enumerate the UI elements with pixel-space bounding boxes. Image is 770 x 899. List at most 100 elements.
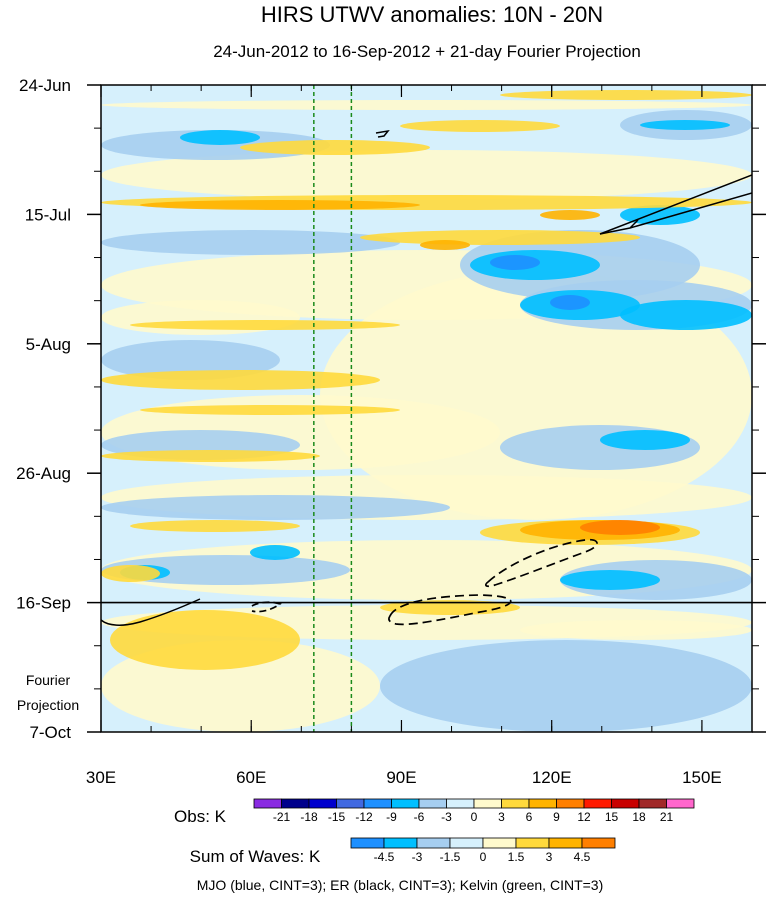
anomaly-patch	[101, 100, 752, 110]
y-tick-label: 24-Jun	[19, 76, 71, 95]
waves-colorbar-label: Sum of Waves: K	[190, 847, 321, 866]
colorbar-box	[308, 798, 337, 809]
anomaly-patch	[560, 570, 660, 590]
colorbar-box	[611, 798, 640, 809]
x-tick-label: 90E	[386, 768, 416, 787]
colorbar-tick-label: -3	[441, 810, 452, 824]
er-contour	[484, 538, 598, 588]
er-contour	[388, 594, 512, 626]
anomaly-patch	[240, 140, 430, 155]
anomaly-patch	[140, 200, 420, 210]
anomaly-patch	[110, 610, 300, 670]
er-contour	[251, 601, 282, 613]
colorbar-tick-label: 3	[546, 850, 553, 864]
anomaly-patch	[400, 120, 560, 132]
anomaly-patch	[101, 565, 160, 582]
er-contour	[375, 129, 390, 138]
plot-frame	[100, 84, 753, 733]
colorbar-box	[638, 798, 667, 809]
colorbar-box	[528, 798, 557, 809]
x-tick-label: 30E	[86, 768, 116, 787]
anomaly-patch	[180, 130, 260, 145]
colorbar-tick-label: -9	[386, 810, 397, 824]
anomaly-patch	[520, 620, 752, 640]
obs-colorbar: -21 -18 -15 -12 -9 -6 -3 0 3 6 9 12 15 18 21	[253, 798, 695, 824]
colorbar-box	[418, 798, 447, 809]
anomaly-patch	[130, 320, 400, 330]
x-tick-label: 150E	[682, 768, 722, 787]
colorbar-box	[581, 837, 616, 849]
anomaly-patch	[250, 545, 300, 560]
chart-title: HIRS UTWV anomalies: 10N - 20N	[261, 2, 603, 27]
colorbar-tick-label: 6	[526, 810, 533, 824]
anomaly-patch	[101, 340, 280, 380]
chart-subtitle: 24-Jun-2012 to 16-Sep-2012 + 21-day Four…	[213, 42, 641, 61]
projection-label: Fourier	[26, 672, 71, 688]
colorbar-box	[666, 798, 695, 809]
obs-colorbar-label: Obs: K	[174, 807, 227, 826]
colorbar-tick-label: 18	[632, 810, 646, 824]
x-tick-label: 60E	[236, 768, 266, 787]
colorbar-tick-label: -15	[328, 810, 346, 824]
colorbar-box	[482, 837, 517, 849]
projection-label: Projection	[17, 697, 79, 713]
colorbar-box	[449, 837, 484, 849]
anomaly-patch	[580, 520, 660, 535]
anomaly-patch	[140, 405, 400, 415]
colorbar-box	[336, 798, 365, 809]
colorbar-box	[281, 798, 310, 809]
colorbar-tick-label: 21	[660, 810, 674, 824]
anomaly-patch	[490, 255, 540, 270]
y-tick-label: 15-Jul	[25, 205, 71, 224]
anomaly-patch	[640, 120, 730, 130]
waves-colorbar: -4.5 -3 -1.5 0 1.5 3 4.5	[350, 837, 616, 864]
colorbar-box	[446, 798, 475, 809]
er-contour	[101, 598, 201, 626]
anomaly-patch	[620, 300, 752, 330]
colorbar-tick-label: 0	[480, 850, 487, 864]
colorbar-box	[416, 837, 451, 849]
colorbar-box	[391, 798, 420, 809]
anomaly-patch	[540, 210, 600, 220]
colorbar-box	[556, 798, 585, 809]
plot-area	[101, 85, 752, 732]
colorbar-tick-label: -18	[300, 810, 318, 824]
colorbar-tick-label: -12	[355, 810, 373, 824]
y-tick-label: 16-Sep	[16, 594, 71, 613]
anomaly-patch	[101, 450, 320, 462]
anomaly-patch	[420, 240, 470, 250]
er-contour	[599, 174, 752, 235]
y-tick-label: 26-Aug	[16, 464, 71, 483]
colorbar-tick-label: 12	[577, 810, 591, 824]
anomaly-patch	[130, 520, 300, 532]
anomaly-patch	[101, 495, 450, 520]
footer-note: MJO (blue, CINT=3); ER (black, CINT=3); …	[197, 877, 604, 893]
colorbar-tick-label: -21	[273, 810, 291, 824]
anomaly-patch	[620, 205, 700, 225]
colorbar-tick-label: 0	[471, 810, 478, 824]
colorbar-tick-label: 3	[498, 810, 505, 824]
anomaly-patch	[500, 90, 752, 100]
er-contour	[599, 192, 752, 235]
colorbar-tick-label: -6	[414, 810, 425, 824]
anomaly-patch	[101, 230, 400, 255]
colorbar-tick-label: 4.5	[574, 850, 591, 864]
colorbar-box	[363, 798, 392, 809]
y-tick-label: 7-Oct	[29, 723, 71, 742]
anomaly-patch	[600, 430, 690, 450]
colorbar-box	[515, 837, 550, 849]
colorbar-box	[501, 798, 530, 809]
colorbar-tick-label: -1.5	[440, 850, 461, 864]
colorbar-tick-label: 9	[553, 810, 560, 824]
colorbar-tick-label: 15	[605, 810, 619, 824]
axes: 30E 60E 90E 120E 150E 24-Jun 15-Jul 5-Aug 26-Aug…	[16, 76, 766, 787]
anomaly-patch	[550, 295, 590, 310]
anomaly-patch	[360, 230, 640, 245]
anomaly-patch	[380, 640, 752, 732]
y-tick-label: 5-Aug	[26, 335, 71, 354]
colorbar-box	[583, 798, 612, 809]
colorbar-tick-label: 1.5	[508, 850, 525, 864]
anomaly-field	[101, 90, 752, 732]
colorbar-box	[350, 837, 385, 849]
